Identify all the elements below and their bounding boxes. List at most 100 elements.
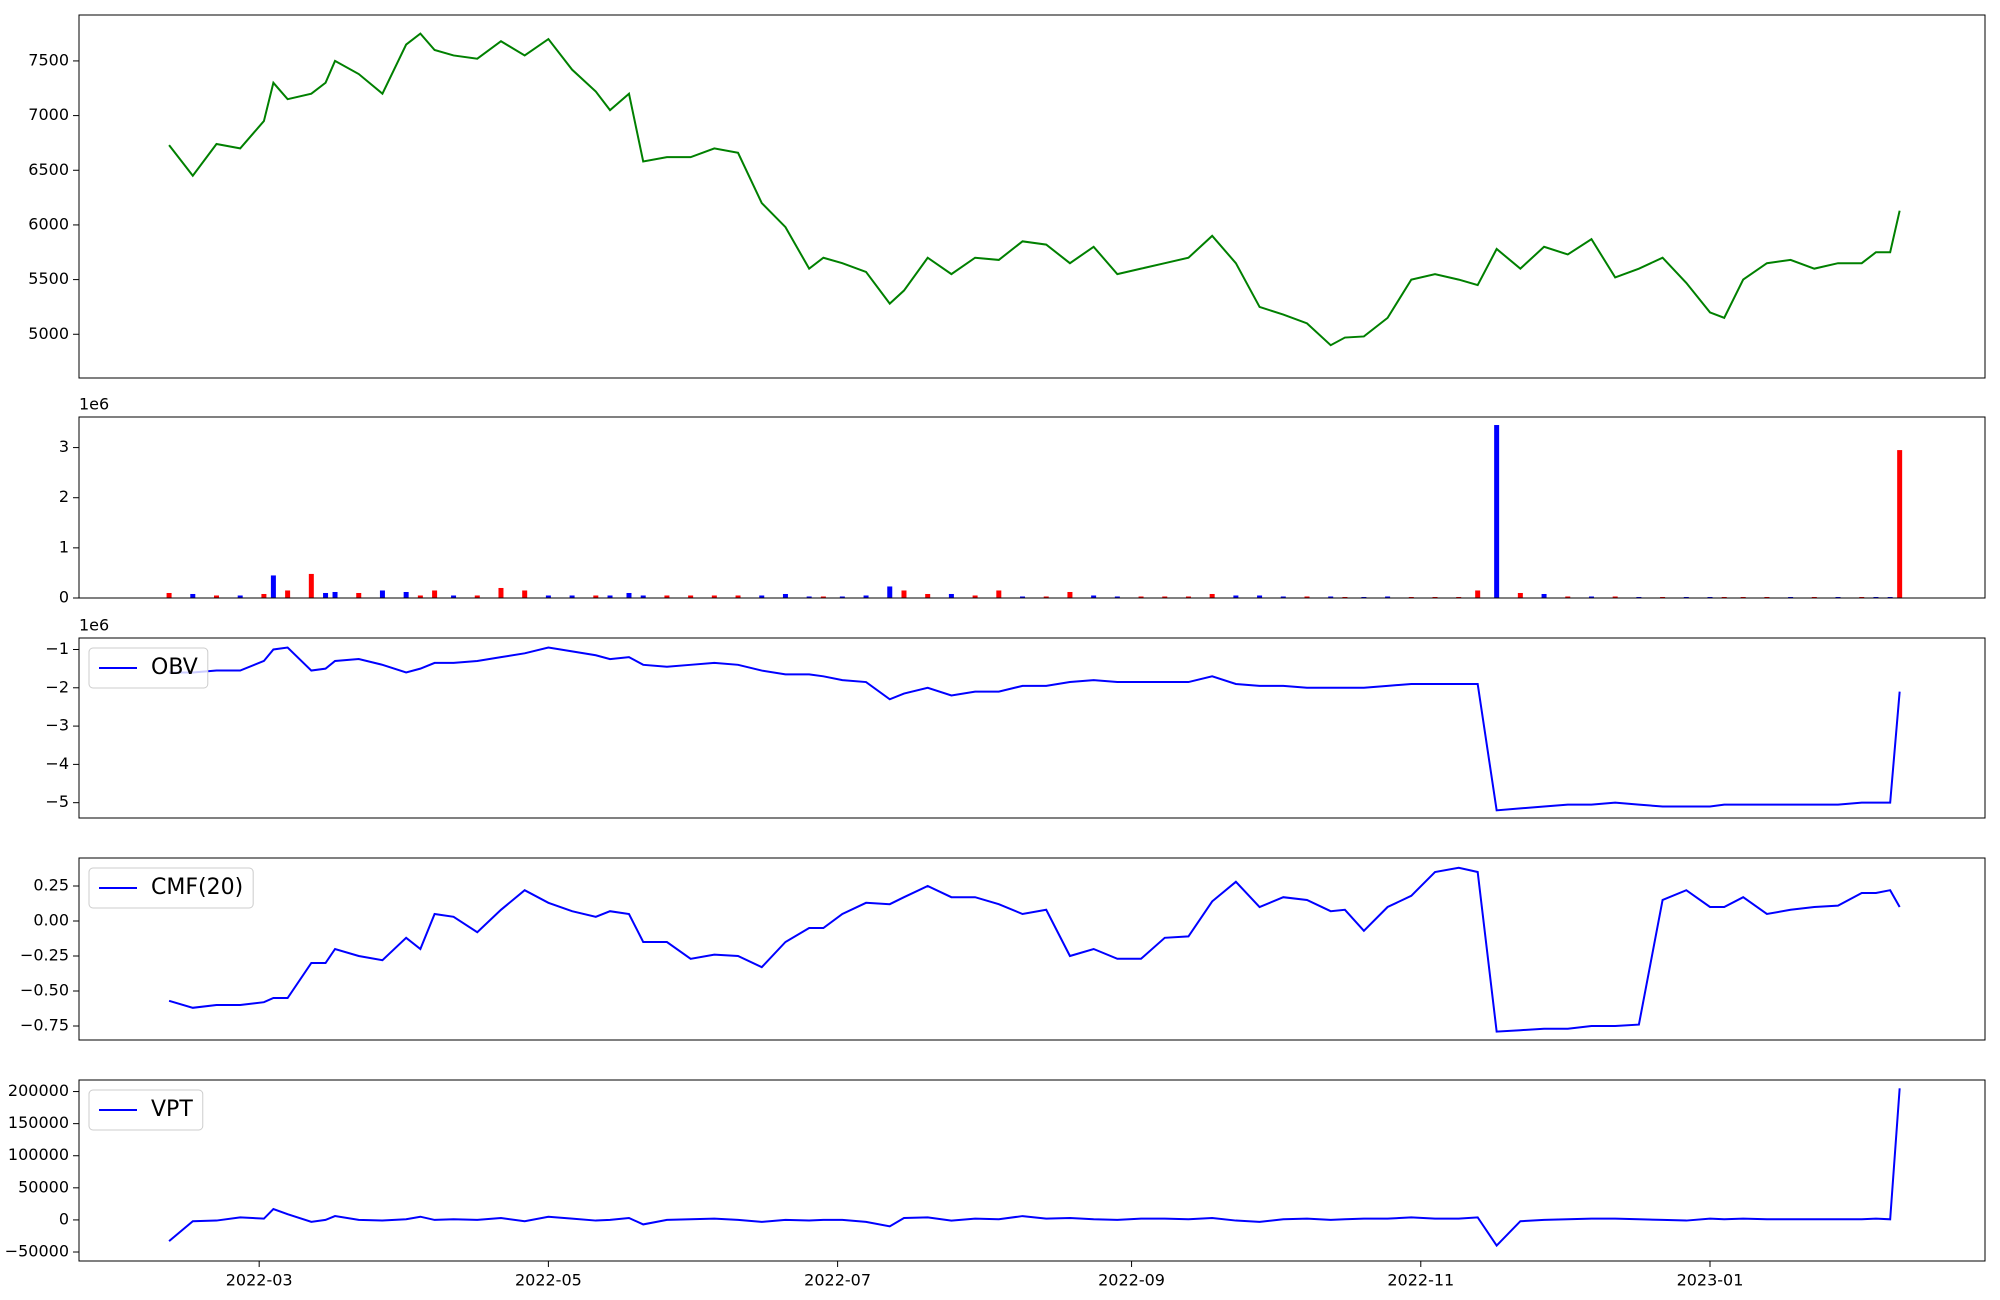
volume-bar xyxy=(1565,596,1571,598)
volume-bar xyxy=(626,592,632,598)
volume-bar xyxy=(1612,596,1618,598)
axes-frame xyxy=(78,1079,1986,1262)
x-tick-label: 2022-07 xyxy=(804,1271,871,1290)
subplot: −5 −4 −3 −2 −1 1e6 OBV xyxy=(45,616,1986,819)
volume-bar xyxy=(1385,596,1391,598)
volume-bar xyxy=(948,593,954,598)
axes-frame xyxy=(78,14,1986,379)
volume-bar xyxy=(1707,596,1713,598)
legend-label: OBV xyxy=(151,655,198,680)
volume-bar xyxy=(261,593,267,598)
axis-offset-label: 1e6 xyxy=(79,616,109,635)
y-tick-label: −4 xyxy=(45,754,69,773)
axes-frame xyxy=(78,637,1986,819)
volume-bar xyxy=(1683,596,1689,598)
x-tick-label: 2022-09 xyxy=(1098,1271,1165,1290)
volume-bar xyxy=(1541,593,1547,598)
volume-bar xyxy=(759,595,765,598)
volume-bar xyxy=(1517,592,1523,598)
volume-bar xyxy=(711,595,717,598)
y-tick-label: 0 xyxy=(59,588,69,607)
volume-bar xyxy=(1020,596,1026,598)
volume-bar xyxy=(901,590,907,598)
x-tick-label: 2022-05 xyxy=(515,1271,582,1290)
volume-bar xyxy=(1067,591,1073,598)
volume-bar xyxy=(996,590,1002,598)
legend-label: VPT xyxy=(151,1097,193,1122)
y-tick-label: 1 xyxy=(59,537,69,556)
legend-label: CMF(20) xyxy=(151,875,243,900)
volume-bar xyxy=(379,590,385,598)
indicator-line xyxy=(169,646,1901,812)
x-tick-label: 2022-11 xyxy=(1387,1271,1454,1290)
volume-bar xyxy=(1811,596,1817,598)
volume-bar xyxy=(569,595,575,598)
indicator-line xyxy=(168,866,1901,1033)
volume-bar xyxy=(1114,596,1120,598)
volume-bar xyxy=(688,595,694,598)
y-tick-label: 0.25 xyxy=(33,876,69,895)
y-tick-label: 2 xyxy=(59,487,69,506)
volume-bar xyxy=(332,591,338,598)
volume-bar xyxy=(1233,595,1239,598)
y-tick-label: 200000 xyxy=(8,1081,69,1100)
indicator-line xyxy=(168,1088,1901,1248)
volume-bar xyxy=(285,590,291,598)
volume-bar xyxy=(1740,596,1746,598)
y-tick-label: 5500 xyxy=(28,269,69,288)
volume-bar xyxy=(356,592,362,598)
volume-bar xyxy=(1887,596,1893,598)
y-tick-label: 0.00 xyxy=(33,911,69,930)
volume-bar xyxy=(308,573,314,598)
y-tick-label: −0.25 xyxy=(20,946,69,965)
axes-frame xyxy=(78,857,1986,1041)
volume-bar xyxy=(593,595,599,598)
y-tick-label: 7500 xyxy=(28,50,69,69)
subplot: −50000 0 50000 100000 150000 200000 2022-03 202… xyxy=(5,1079,1986,1290)
volume-bar xyxy=(323,592,329,598)
y-tick-label: 7000 xyxy=(28,105,69,124)
volume-bar xyxy=(664,595,670,598)
volume-bar xyxy=(1162,596,1168,598)
volume-bar xyxy=(1138,596,1144,598)
legend-box xyxy=(88,647,209,689)
volume-bar xyxy=(640,595,646,598)
volume-bar xyxy=(607,595,613,598)
volume-bar xyxy=(498,587,504,598)
y-tick-label: −1 xyxy=(45,639,69,658)
volume-bar xyxy=(806,596,812,598)
volume-bar xyxy=(1043,596,1049,598)
volume-bar xyxy=(1660,596,1666,598)
y-tick-label: −50000 xyxy=(5,1242,69,1261)
volume-bar xyxy=(1280,596,1286,598)
legend-box xyxy=(88,1089,204,1131)
volume-bar xyxy=(403,591,409,598)
volume-bar xyxy=(1588,596,1594,598)
volume-bar xyxy=(1328,596,1334,598)
y-tick-label: 3 xyxy=(59,437,69,456)
volume-bar xyxy=(432,590,438,598)
volume-bar xyxy=(1408,596,1414,598)
volume-bar xyxy=(887,586,893,598)
volume-bar xyxy=(522,590,528,598)
y-tick-label: −3 xyxy=(45,716,69,735)
volume-bar xyxy=(190,593,196,598)
volume-bar xyxy=(1257,595,1263,598)
volume-bar xyxy=(1873,596,1879,598)
volume-bar xyxy=(1209,593,1215,598)
y-tick-label: −5 xyxy=(45,792,69,811)
volume-bar xyxy=(782,593,788,598)
volume-bar xyxy=(1361,596,1367,598)
volume-bar xyxy=(1494,425,1500,598)
price-line xyxy=(168,32,1901,347)
y-tick-label: 0 xyxy=(59,1209,69,1228)
y-tick-label: −0.50 xyxy=(20,981,69,1000)
y-tick-label: 6000 xyxy=(28,214,69,233)
volume-bar xyxy=(925,593,931,598)
volume-bar xyxy=(1432,596,1438,598)
volume-bar xyxy=(1859,596,1865,598)
volume-bar xyxy=(545,595,551,598)
volume-bar xyxy=(1897,450,1903,598)
subplot: −0.75 −0.50 −0.25 0.00 0.25 CMF(20) xyxy=(20,857,1986,1041)
subplot: 5000 5500 6000 6500 7000 7500 xyxy=(28,14,1986,379)
